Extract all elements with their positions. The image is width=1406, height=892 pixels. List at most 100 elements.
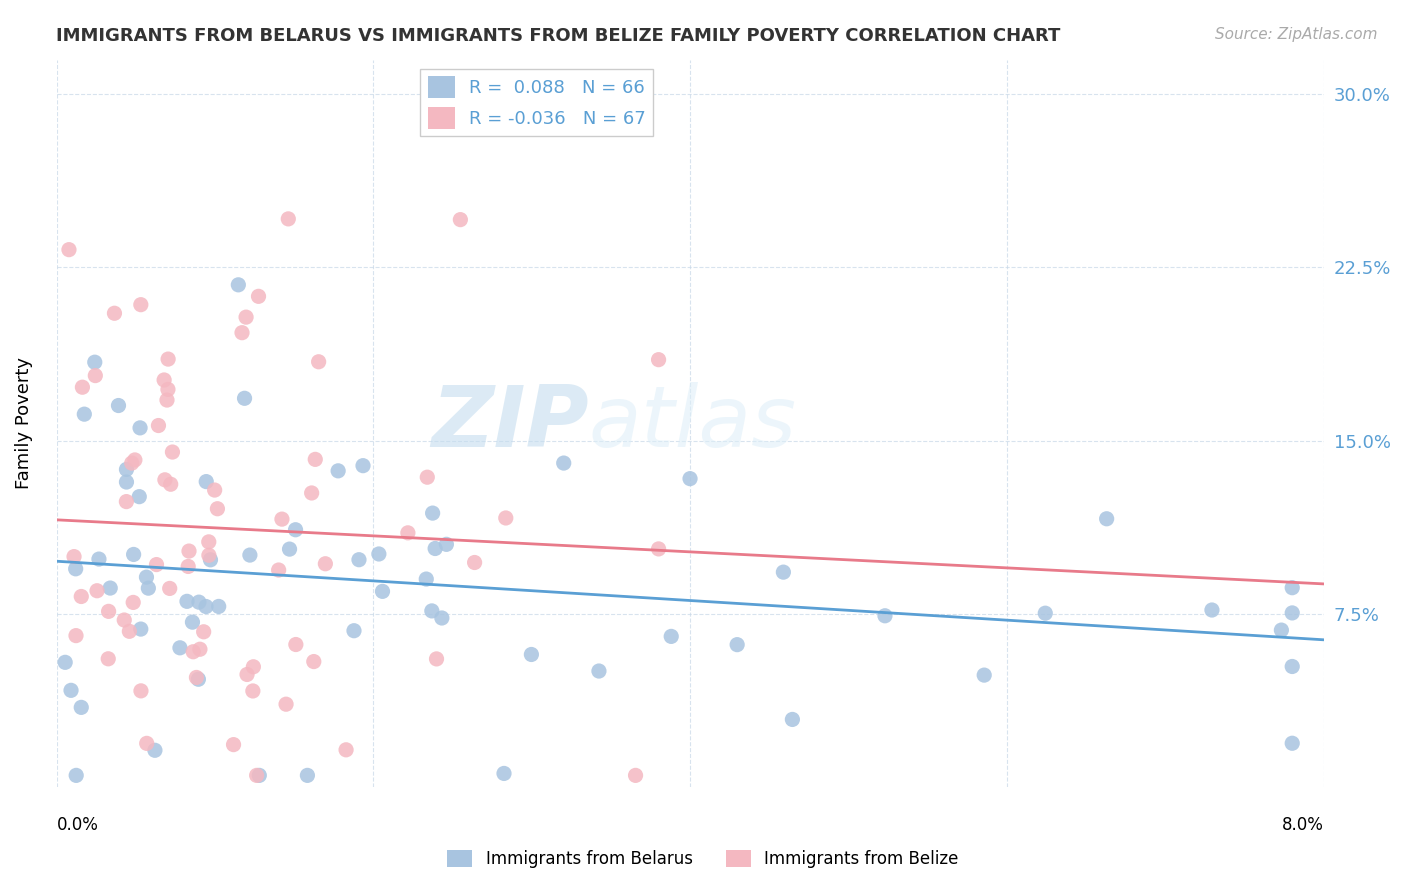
Point [492,766,515,780]
Point [284,523,307,537]
Y-axis label: Family Poverty: Family Poverty [15,358,32,490]
Point [314,557,336,571]
Point [115,462,138,476]
Point [271,512,294,526]
Point [129,298,152,312]
Point [159,582,181,596]
Point [138,581,160,595]
Point [197,534,219,549]
Point [277,211,299,226]
Point [60,683,83,698]
Point [83,355,105,369]
Point [725,638,748,652]
Point [228,277,250,292]
Point [65,562,87,576]
Legend: Immigrants from Belarus, Immigrants from Belize: Immigrants from Belarus, Immigrants from… [440,843,966,875]
Point [65,629,87,643]
Point [239,548,262,562]
Point [207,501,229,516]
Point [53,656,76,670]
Point [187,672,209,686]
Point [624,768,647,782]
Point [86,583,108,598]
Point [236,667,259,681]
Point [121,456,143,470]
Point [169,640,191,655]
Text: IMMIGRANTS FROM BELARUS VS IMMIGRANTS FROM BELIZE FAMILY POVERTY CORRELATION CHA: IMMIGRANTS FROM BELARUS VS IMMIGRANTS FR… [56,27,1060,45]
Point [328,464,350,478]
Point [434,537,457,551]
Text: 0.0%: 0.0% [56,816,98,834]
Point [278,542,301,557]
Point [343,624,366,638]
Point [242,660,264,674]
Point [430,611,453,625]
Point [107,399,129,413]
Point [135,736,157,750]
Point [420,604,443,618]
Point [301,486,323,500]
Point [235,310,257,325]
Point [129,421,152,435]
Point [112,613,135,627]
Point [1281,659,1303,673]
Point [162,445,184,459]
Text: atlas: atlas [589,382,797,465]
Text: Source: ZipAtlas.com: Source: ZipAtlas.com [1215,27,1378,42]
Point [247,768,270,782]
Point [129,622,152,636]
Point [84,368,107,383]
Point [588,664,610,678]
Point [242,684,264,698]
Point [231,326,253,340]
Point [153,373,176,387]
Point [148,418,170,433]
Point [647,352,669,367]
Point [1201,603,1223,617]
Point [772,565,794,579]
Point [87,552,110,566]
Point [308,355,330,369]
Legend: R =  0.088   N = 66, R = -0.036   N = 67: R = 0.088 N = 66, R = -0.036 N = 67 [420,69,654,136]
Point [195,599,218,614]
Point [233,392,256,406]
Point [186,670,208,684]
Point [1281,606,1303,620]
Point [98,581,121,595]
Point [122,548,145,562]
Point [520,648,543,662]
Point [176,594,198,608]
Point [135,570,157,584]
Point [115,475,138,489]
Point [423,541,446,556]
Point [495,511,517,525]
Point [73,407,96,421]
Point [204,483,226,497]
Point [425,652,447,666]
Point [181,645,204,659]
Point [70,700,93,714]
Point [195,475,218,489]
Point [335,743,357,757]
Point [1095,512,1118,526]
Text: 8.0%: 8.0% [1282,816,1324,834]
Point [143,743,166,757]
Point [128,490,150,504]
Point [416,470,439,484]
Point [347,552,370,566]
Text: ZIP: ZIP [432,382,589,465]
Point [200,553,222,567]
Point [396,525,419,540]
Point [97,604,120,618]
Point [63,549,86,564]
Point [1281,736,1303,750]
Point [97,652,120,666]
Point [464,556,486,570]
Point [679,472,702,486]
Point [181,615,204,629]
Point [157,352,180,367]
Point [145,558,167,572]
Point [449,212,471,227]
Point [129,684,152,698]
Point [304,452,326,467]
